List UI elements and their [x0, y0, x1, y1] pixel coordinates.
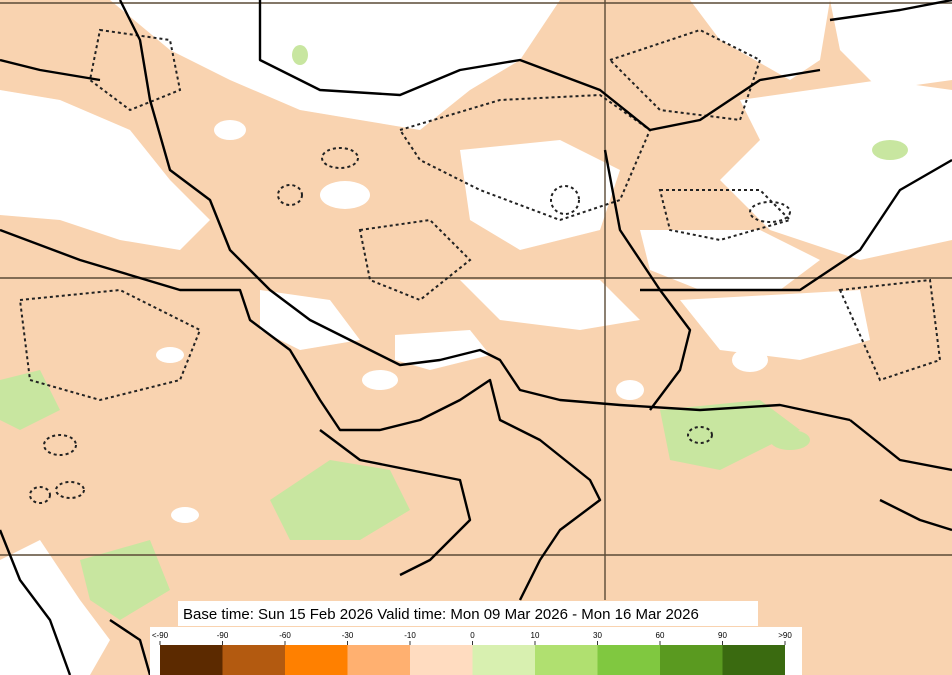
colorbar-label: 30 [593, 631, 602, 640]
color-swatch [347, 645, 410, 675]
caption: Base time: Sun 15 Feb 2026 Valid time: M… [183, 606, 699, 623]
colorbar: <-90 -90 -60 -30 -10 0 10 30 60 90 >90 [152, 631, 792, 675]
color-swatch [222, 645, 285, 675]
contours [18, 28, 942, 504]
color-swatch [597, 645, 660, 675]
color-swatch [722, 645, 785, 675]
colorbar-label: 10 [531, 631, 540, 640]
colorbar-label: <-90 [152, 631, 169, 640]
grid-lines [0, 0, 952, 600]
colorbar-label: >90 [778, 631, 792, 640]
colorbar-label: -30 [342, 631, 354, 640]
colorbar-label: -10 [404, 631, 416, 640]
color-swatch [160, 645, 223, 675]
green-areas [0, 45, 908, 620]
color-swatch [410, 645, 473, 675]
color-swatch [535, 645, 598, 675]
color-swatch [660, 645, 723, 675]
colorbar-label: 0 [470, 631, 475, 640]
color-swatch [472, 645, 535, 675]
colorbar-label: -60 [279, 631, 291, 640]
colorbar-label: 90 [718, 631, 727, 640]
color-swatch [285, 645, 348, 675]
caption-box [178, 601, 758, 626]
colorbar-label: -90 [217, 631, 229, 640]
colorbar-label: 60 [656, 631, 665, 640]
